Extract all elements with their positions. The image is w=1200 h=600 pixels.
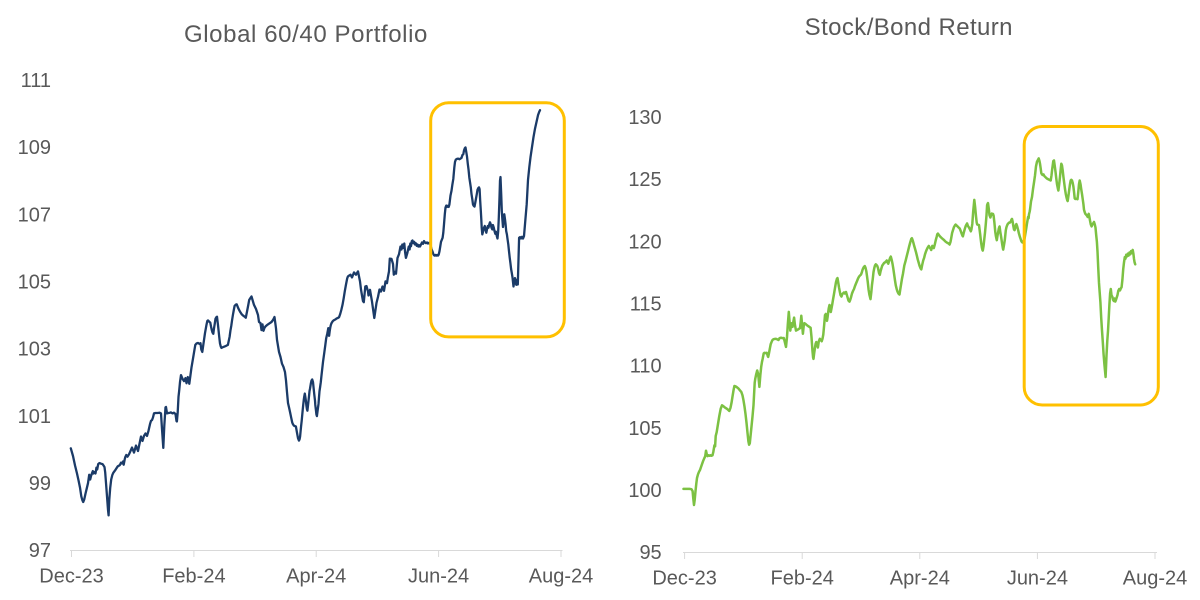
svg-text:Jun-24: Jun-24 <box>1007 567 1068 589</box>
svg-text:Aug-24: Aug-24 <box>529 566 594 588</box>
svg-text:111: 111 <box>21 70 51 92</box>
svg-text:110: 110 <box>630 356 662 378</box>
svg-text:Feb-24: Feb-24 <box>771 567 834 589</box>
svg-text:Apr-24: Apr-24 <box>286 566 346 588</box>
svg-text:125: 125 <box>628 169 661 191</box>
svg-text:101: 101 <box>18 406 51 428</box>
svg-text:Apr-24: Apr-24 <box>890 567 950 589</box>
svg-text:103: 103 <box>18 339 51 361</box>
svg-text:107: 107 <box>18 204 51 226</box>
svg-text:99: 99 <box>29 473 51 495</box>
svg-text:Jun-24: Jun-24 <box>408 566 469 588</box>
svg-text:109: 109 <box>18 137 51 159</box>
svg-text:Global 60/40 Portfolio: Global 60/40 Portfolio <box>184 21 428 48</box>
svg-text:130: 130 <box>628 107 661 129</box>
svg-text:120: 120 <box>628 231 661 253</box>
svg-text:Stock/Bond Return: Stock/Bond Return <box>805 14 1013 41</box>
svg-text:105: 105 <box>628 418 661 440</box>
svg-text:Aug-24: Aug-24 <box>1123 567 1188 589</box>
svg-text:95: 95 <box>639 542 661 564</box>
svg-text:115: 115 <box>630 294 662 316</box>
svg-text:Feb-24: Feb-24 <box>162 566 225 588</box>
svg-text:Dec-23: Dec-23 <box>39 566 103 588</box>
svg-text:100: 100 <box>628 480 661 502</box>
svg-text:97: 97 <box>29 540 51 562</box>
svg-text:Dec-23: Dec-23 <box>652 567 716 589</box>
svg-text:105: 105 <box>18 272 51 294</box>
